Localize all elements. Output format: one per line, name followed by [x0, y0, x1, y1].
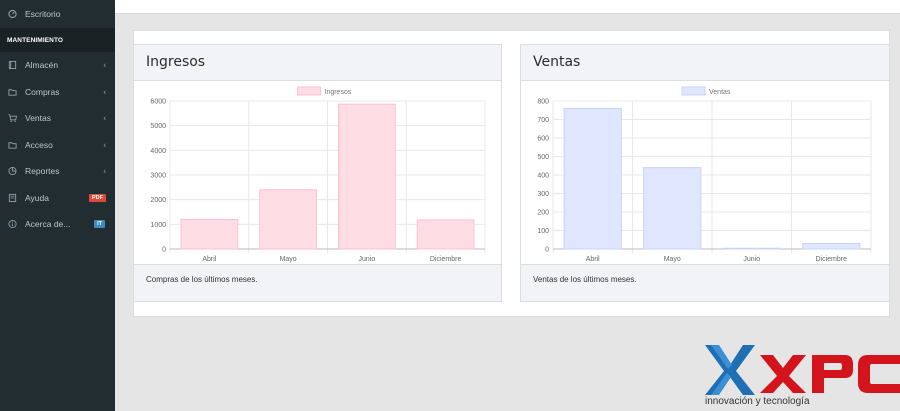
info-icon — [8, 220, 17, 229]
y-tick-label: 0 — [545, 247, 549, 254]
x-tick-label: Mayo — [664, 256, 681, 263]
logo-tagline: innovación y tecnología — [705, 396, 810, 407]
sidebar-item-almacen[interactable]: Almacén ‹ — [0, 52, 115, 79]
folder-icon — [8, 140, 17, 149]
bar — [802, 242, 861, 250]
panel-title: Ventas — [533, 54, 581, 70]
y-tick-label: 1000 — [150, 222, 166, 229]
legend-label: Ventas — [709, 89, 731, 96]
x-tick-label: Junio — [743, 256, 760, 263]
legend-swatch — [297, 86, 321, 96]
top-bar — [115, 0, 900, 14]
x-tick-label: Mayo — [280, 256, 297, 263]
sidebar-item-ventas[interactable]: Ventas ‹ — [0, 105, 115, 132]
sidebar-item-escritorio[interactable]: Escritorio — [0, 0, 115, 28]
sidebar-item-compras[interactable]: Compras ‹ — [0, 79, 115, 106]
sidebar-item-label: Acerca de... — [25, 219, 71, 230]
y-tick-label: 400 — [537, 173, 549, 180]
sidebar-item-label: Ayuda — [25, 192, 49, 203]
bar — [180, 218, 239, 250]
panel-footer: Ventas de los últimos meses. — [533, 275, 637, 284]
panel-title: Ingresos — [146, 54, 206, 70]
chevron-left-icon: ‹ — [103, 140, 106, 150]
sidebar-item-label: Acceso — [25, 139, 53, 150]
sidebar-item-label: Compras — [25, 86, 60, 97]
x-tick-label: Diciembre — [430, 256, 462, 263]
sidebar-item-label: Reportes — [25, 166, 60, 177]
pdf-badge: PDF — [89, 193, 106, 202]
bar — [563, 107, 622, 250]
bar — [643, 167, 702, 250]
x-tick-label: Abril — [202, 256, 216, 263]
bar — [259, 189, 317, 250]
chart-area-ventas: Ventas 0 100 200 300 400 500 600 700 800 Abril Mayo… — [521, 80, 889, 265]
x-tick-label: Junio — [359, 256, 376, 263]
ingresos-chart: Ingresos 0 1000 2000 3000 4000 5000 6000 Abril Ma… — [150, 86, 486, 263]
y-tick-label: 500 — [537, 154, 549, 161]
y-tick-label: 600 — [537, 136, 549, 143]
ventas-chart: Ventas 0 100 200 300 400 500 600 700 800 Abril Mayo… — [537, 86, 872, 263]
y-tick-label: 200 — [537, 210, 549, 217]
chevron-left-icon: ‹ — [103, 87, 106, 97]
chart-area-ingresos: Ingresos 0 1000 2000 3000 4000 5000 6000 Abril Ma… — [134, 80, 501, 265]
y-tick-label: 0 — [162, 247, 166, 254]
folder-icon — [8, 87, 17, 96]
book-icon — [8, 193, 17, 202]
chevron-left-icon: ‹ — [103, 166, 106, 176]
chart-icon — [8, 167, 17, 176]
y-tick-label: 6000 — [150, 99, 166, 106]
bar — [338, 103, 396, 250]
y-tick-label: 3000 — [150, 173, 166, 180]
y-tick-label: 4000 — [150, 148, 166, 155]
legend-label: Ingresos — [325, 89, 352, 96]
it-badge: IT — [94, 220, 105, 229]
chevron-left-icon: ‹ — [103, 113, 106, 123]
y-tick-label: 700 — [537, 117, 549, 124]
bar — [722, 247, 781, 250]
cart-icon — [8, 114, 17, 123]
sidebar-header: MANTENIMIENTO — [0, 28, 115, 52]
x-tick-label: Diciembre — [815, 256, 847, 263]
panel-ingresos: Ingresos Ingresos 0 1000 2000 3000 4000 5000 60… — [133, 44, 502, 302]
sidebar-item-label: Escritorio — [25, 9, 61, 19]
panel-ventas: Ventas Ventas 0 100 200 300 400 500 600 700 800 Ab… — [520, 44, 890, 302]
sidebar-item-acerca[interactable]: Acerca de... IT — [0, 211, 115, 238]
xpc-logo: innovación y tecnología — [705, 345, 900, 411]
y-tick-label: 2000 — [150, 197, 166, 204]
sidebar-item-label: Ventas — [25, 113, 51, 124]
legend-swatch — [681, 86, 706, 96]
panel-footer: Compras de los últimos meses. — [146, 275, 258, 284]
dashboard-icon — [8, 9, 17, 19]
y-tick-label: 100 — [537, 228, 549, 235]
chevron-left-icon: ‹ — [103, 60, 106, 70]
xpc-logo-mark — [705, 345, 900, 395]
sidebar-item-acceso[interactable]: Acceso ‹ — [0, 132, 115, 159]
y-tick-label: 800 — [537, 99, 549, 106]
y-tick-label: 5000 — [150, 123, 166, 130]
sidebar-item-label: Almacén — [25, 60, 59, 71]
sidebar-item-reportes[interactable]: Reportes ‹ — [0, 158, 115, 185]
folder-icon — [8, 61, 17, 70]
bar — [416, 219, 475, 250]
x-tick-label: Abril — [586, 256, 600, 263]
y-tick-label: 300 — [537, 191, 549, 198]
sidebar: Escritorio MANTENIMIENTO Almacén ‹ Compr… — [0, 0, 115, 411]
sidebar-item-ayuda[interactable]: Ayuda PDF — [0, 185, 115, 212]
